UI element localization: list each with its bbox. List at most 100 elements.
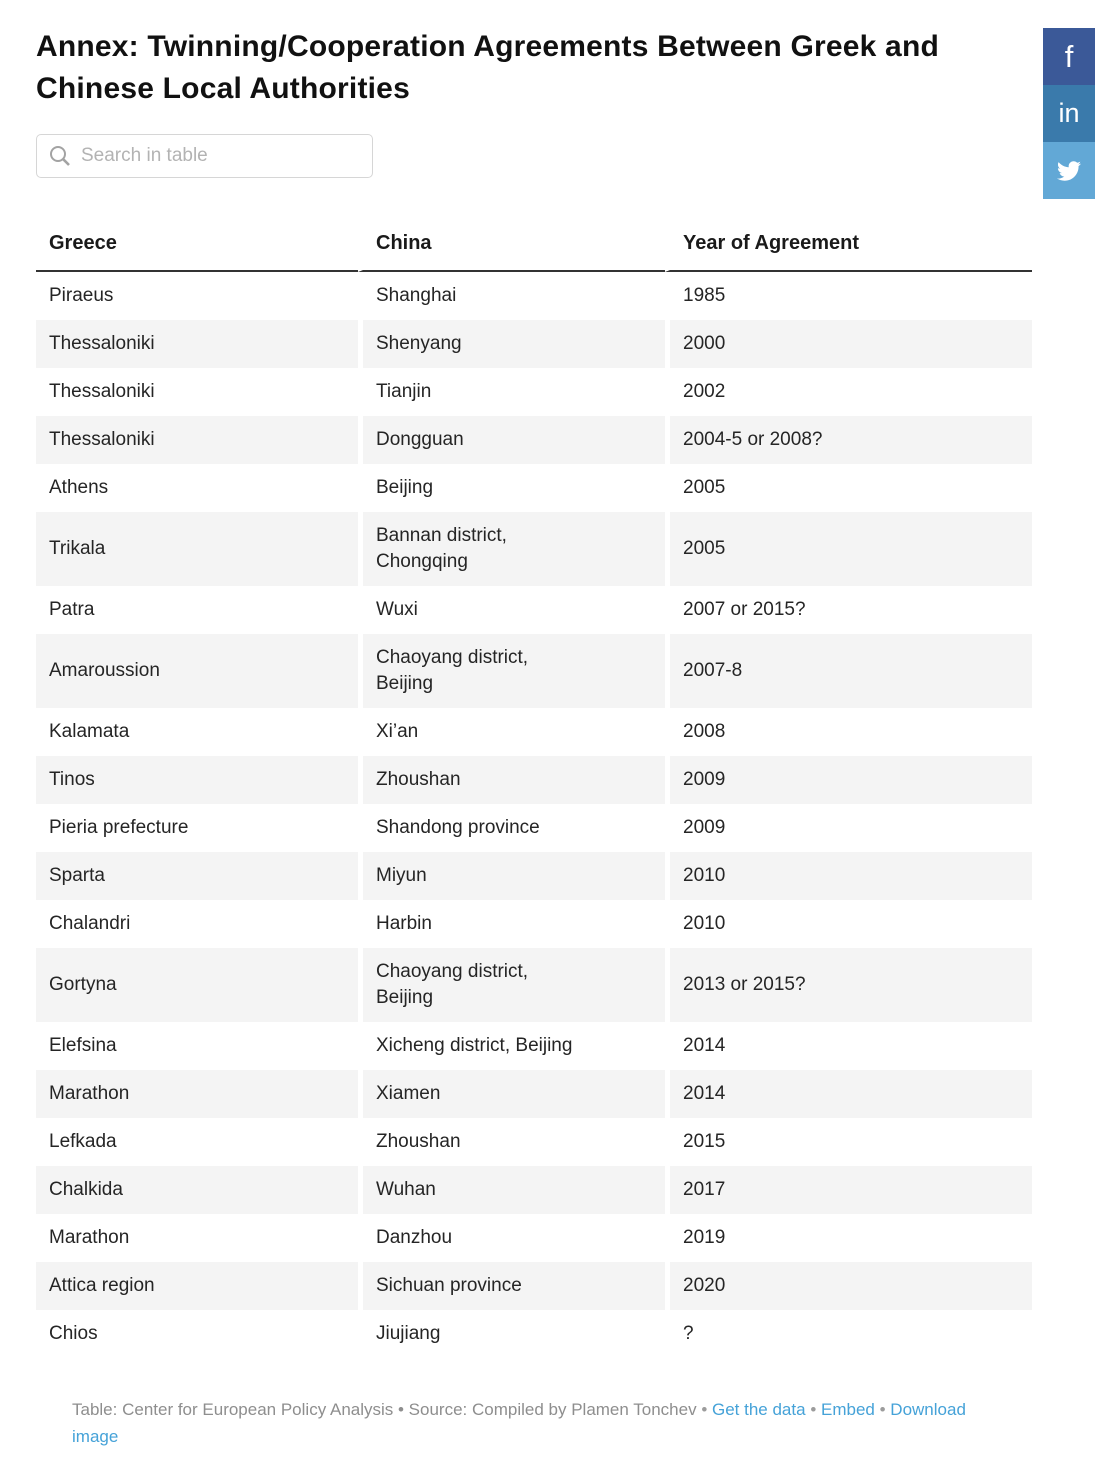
greece-cell: Athens [49, 477, 109, 498]
china-cell: Bannan district, Chongqing [358, 512, 665, 586]
embed-link[interactable]: Embed [821, 1400, 875, 1419]
twitter-share-button[interactable] [1043, 142, 1095, 199]
china-cell: Shandong province [358, 804, 665, 852]
twitter-icon [1055, 159, 1083, 183]
year-cell: 2019 [665, 1214, 1032, 1262]
column-header-greece: Greece [36, 224, 358, 272]
table-header: Greece China Year of Agreement [36, 224, 1032, 272]
facebook-icon: f [1064, 38, 1074, 74]
year-cell: 2007 or 2015? [665, 586, 1032, 634]
table-row: Amaroussion Chaoyang district, Beijing 200… [36, 634, 1032, 708]
separator: • [701, 1400, 708, 1419]
table-row: Patra Wuxi 2007 or 2015? [36, 586, 1032, 634]
year-cell: 1985 [665, 272, 1032, 320]
china-cell: Xiamen [358, 1070, 665, 1118]
greece-cell: Thessaloniki [49, 381, 155, 402]
greece-cell: Lefkada [49, 1131, 117, 1152]
greece-cell: Marathon [36, 1070, 358, 1118]
year-cell: 2010 [665, 900, 1032, 948]
china-cell: Chaoyang district, Beijing [358, 948, 665, 1022]
separator: • [879, 1400, 886, 1419]
year-cell: ? [665, 1310, 1032, 1358]
table-row: Piraeus Shanghai 1985 [36, 272, 1032, 320]
china-cell: Miyun [358, 852, 665, 900]
china-cell: Danzhou [358, 1214, 665, 1262]
linkedin-icon: in [1058, 98, 1080, 128]
year-cell: 2020 [665, 1262, 1032, 1310]
year-cell: 2014 [665, 1070, 1032, 1118]
page-title: Annex: Twinning/Cooperation Agreements B… [36, 30, 939, 105]
greece-cell: Elefsina [49, 1035, 117, 1056]
greece-cell: Marathon [49, 1227, 130, 1248]
china-cell: Zhoushan [358, 756, 665, 804]
table-row: Chalkida Wuhan 2017 [36, 1166, 1032, 1214]
china-cell: Tianjin [358, 368, 665, 416]
china-cell: Zhoushan [358, 1118, 665, 1166]
table-row: Thessaloniki Shenyang 2000 [36, 320, 1032, 368]
greece-cell: Chalandri [49, 913, 131, 934]
table-body: Piraeus Shanghai 1985 Thessaloniki Shenyang 2… [36, 272, 1032, 1358]
china-cell: Sichuan province [358, 1262, 665, 1310]
china-cell: Jiujiang [358, 1310, 665, 1358]
china-cell: Beijing [358, 464, 665, 512]
table-row: Kalamata Xi’an 2008 [36, 708, 1032, 756]
table-row: Attica region Sichuan province 2020 [36, 1262, 1032, 1310]
china-cell: Xi’an [358, 708, 665, 756]
footer-credit: Table: Center for European Policy Analys… [72, 1396, 1002, 1450]
year-cell: 2014 [665, 1022, 1032, 1070]
linkedin-share-button[interactable]: in [1043, 85, 1095, 142]
greece-cell: Thessaloniki [36, 416, 358, 464]
table-row: Tinos Zhoushan 2009 [36, 756, 1032, 804]
table-row: Athens Beijing 2005 [36, 464, 1032, 512]
greece-cell: Gortyna [36, 948, 358, 1022]
table-row: Gortyna Chaoyang district, Beijing 2013 or… [36, 948, 1032, 1022]
table-row: Thessaloniki Dongguan 2004-5 or 2008? [36, 416, 1032, 464]
greece-cell: Kalamata [49, 721, 130, 742]
table-row: Sparta Miyun 2010 [36, 852, 1032, 900]
facebook-share-button[interactable]: f [1043, 28, 1095, 85]
get-the-data-link[interactable]: Get the data [712, 1400, 806, 1419]
table-row: Marathon Xiamen 2014 [36, 1070, 1032, 1118]
greece-cell: Thessaloniki [36, 320, 358, 368]
greece-cell: Pieria prefecture [49, 817, 189, 838]
separator: • [810, 1400, 817, 1419]
year-cell: 2008 [665, 708, 1032, 756]
greece-cell: Sparta [36, 852, 358, 900]
year-cell: 2009 [665, 804, 1032, 852]
column-header-year: Year of Agreement [665, 224, 1032, 272]
column-header-china: China [358, 224, 665, 272]
greece-cell: Patra [49, 599, 95, 620]
greece-cell: Amaroussion [36, 634, 358, 708]
agreements-table: Greece China Year of Agreement Piraeus Sh… [36, 224, 1032, 1358]
table-row: Thessaloniki Tianjin 2002 [36, 368, 1032, 416]
search-input[interactable] [36, 134, 373, 178]
china-cell: Shenyang [358, 320, 665, 368]
table-row: Marathon Danzhou 2019 [36, 1214, 1032, 1262]
table-row: Chios Jiujiang? [36, 1310, 1032, 1358]
table-row: Trikala Bannan district, Chongqing 2005 [36, 512, 1032, 586]
table-row: Chalandri Harbin 2010 [36, 900, 1032, 948]
year-cell: 2015 [665, 1118, 1032, 1166]
greece-cell: Tinos [36, 756, 358, 804]
year-cell: 2005 [665, 512, 1032, 586]
greece-cell: Chalkida [36, 1166, 358, 1214]
china-cell: Xicheng district, Beijing [358, 1022, 665, 1070]
credit-text: Table: Center for European Policy Analys… [72, 1400, 697, 1419]
year-cell: 2005 [665, 464, 1032, 512]
table-search [36, 134, 373, 178]
greece-cell: Piraeus [49, 285, 114, 306]
year-cell: 2010 [665, 852, 1032, 900]
table-row: Pieria prefecture Shandong province 2009 [36, 804, 1032, 852]
year-cell: 2007-8 [665, 634, 1032, 708]
social-share-bar: f in [1043, 28, 1095, 199]
china-cell: Dongguan [358, 416, 665, 464]
china-cell: Wuhan [358, 1166, 665, 1214]
china-cell: Chaoyang district, Beijing [358, 634, 665, 708]
year-cell: 2013 or 2015? [665, 948, 1032, 1022]
download-image-link[interactable]: Download image [72, 1400, 966, 1446]
greece-cell: Chios [49, 1323, 98, 1344]
greece-cell: Attica region [36, 1262, 358, 1310]
year-cell: 2000 [665, 320, 1032, 368]
china-cell: Wuxi [358, 586, 665, 634]
